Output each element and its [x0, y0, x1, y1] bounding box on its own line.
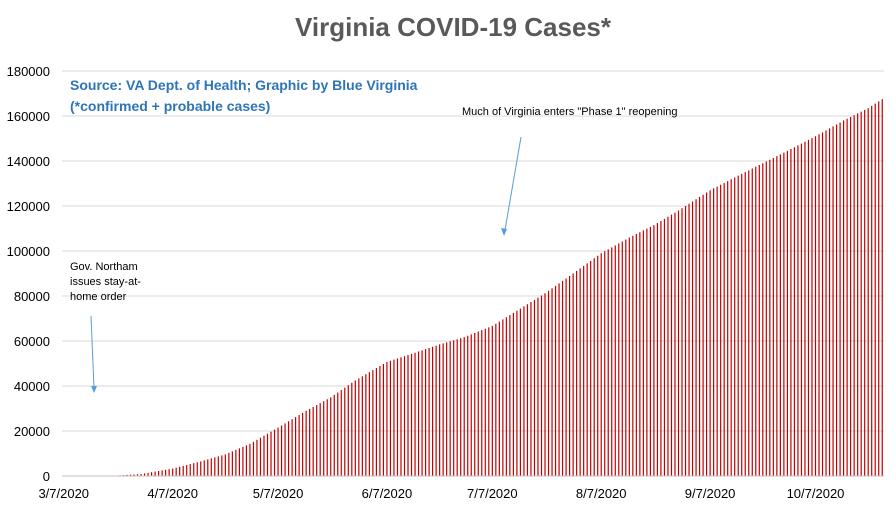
annotation-stay-at-home: Gov. Northam issues stay-at- home order — [70, 261, 141, 393]
x-tick-label: 3/7/2020 — [38, 486, 89, 501]
y-tick-label: 120000 — [7, 199, 50, 214]
annotations: Gov. Northam issues stay-at- home order … — [70, 106, 678, 393]
annotation-line: Gov. Northam — [70, 261, 138, 273]
y-axis-ticks: 0 20000 40000 60000 80000 100000 120000 140000 1… — [7, 64, 50, 484]
x-tick-label: 7/7/2020 — [467, 486, 518, 501]
x-tick-label: 9/7/2020 — [685, 486, 736, 501]
gridlines — [62, 70, 884, 432]
x-tick-label: 5/7/2020 — [253, 486, 304, 501]
chart-title: Virginia COVID-19 Cases* — [295, 12, 612, 42]
x-tick-label: 4/7/2020 — [147, 486, 198, 501]
annotation-line: Much of Virginia enters "Phase 1" reopen… — [462, 106, 678, 118]
y-tick-label: 60000 — [14, 334, 50, 349]
x-tick-label: 6/7/2020 — [362, 486, 413, 501]
y-tick-label: 20000 — [14, 424, 50, 439]
arrowhead — [91, 386, 97, 393]
annotation-arrow — [504, 136, 522, 231]
annotation-line: issues stay-at- — [70, 276, 141, 288]
arrowhead — [501, 228, 507, 236]
y-tick-label: 80000 — [14, 289, 50, 304]
y-tick-label: 180000 — [7, 64, 50, 79]
y-tick-label: 0 — [43, 469, 50, 484]
y-tick-label: 140000 — [7, 154, 50, 169]
annotation-line: home order — [70, 291, 127, 303]
y-tick-label: 40000 — [14, 379, 50, 394]
source-line: Source: VA Dept. of Health; Graphic by B… — [70, 77, 418, 93]
source-line: (*confirmed + probable cases) — [70, 98, 270, 114]
y-tick-label: 160000 — [7, 109, 50, 124]
annotation-phase-1: Much of Virginia enters "Phase 1" reopen… — [462, 106, 678, 236]
x-tick-label: 8/7/2020 — [576, 486, 627, 501]
bars — [66, 99, 883, 476]
annotation-arrow — [90, 315, 95, 389]
x-axis-ticks: 3/7/2020 4/7/2020 5/7/2020 6/7/2020 7/7/2020… — [38, 486, 844, 501]
x-tick-label: 10/7/2020 — [787, 486, 845, 501]
source-note: Source: VA Dept. of Health; Graphic by B… — [70, 77, 418, 114]
y-tick-label: 100000 — [7, 244, 50, 259]
